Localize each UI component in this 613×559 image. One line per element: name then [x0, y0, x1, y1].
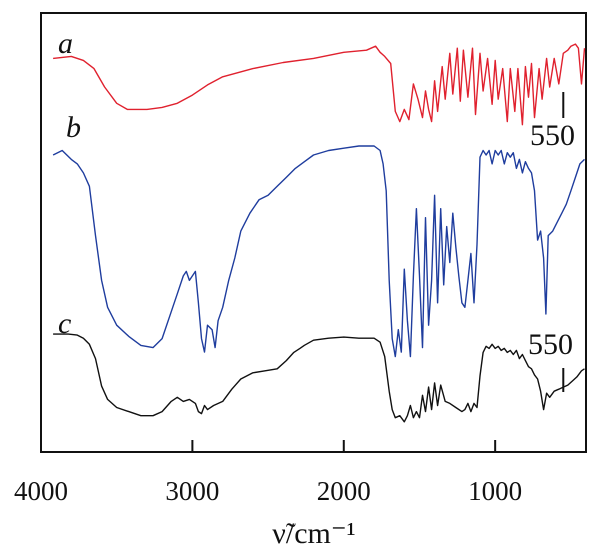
- x-axis-ticks: 4000 3000 2000 1000: [14, 440, 522, 506]
- x-tick-label: 1000: [468, 476, 522, 506]
- series-label-a: a: [58, 27, 73, 60]
- series-line-b: [52, 145, 585, 358]
- peak-annotations: 550 550: [528, 92, 575, 392]
- series-label-b: b: [66, 111, 81, 144]
- plot-frame: [40, 12, 587, 453]
- series-line-c: [53, 333, 585, 423]
- x-tick-label: 4000: [14, 476, 68, 506]
- series-label-c: c: [58, 307, 71, 340]
- x-tick-label: 2000: [317, 476, 371, 506]
- spectra-curves: [52, 43, 586, 423]
- annotation-label: 550: [530, 119, 575, 152]
- x-tick-label: 3000: [165, 476, 219, 506]
- x-axis-label: ν̃/cm⁻¹: [272, 517, 355, 550]
- annotation-label: 550: [528, 328, 573, 361]
- series-labels: a b c: [58, 27, 81, 340]
- series-line-a: [53, 43, 586, 126]
